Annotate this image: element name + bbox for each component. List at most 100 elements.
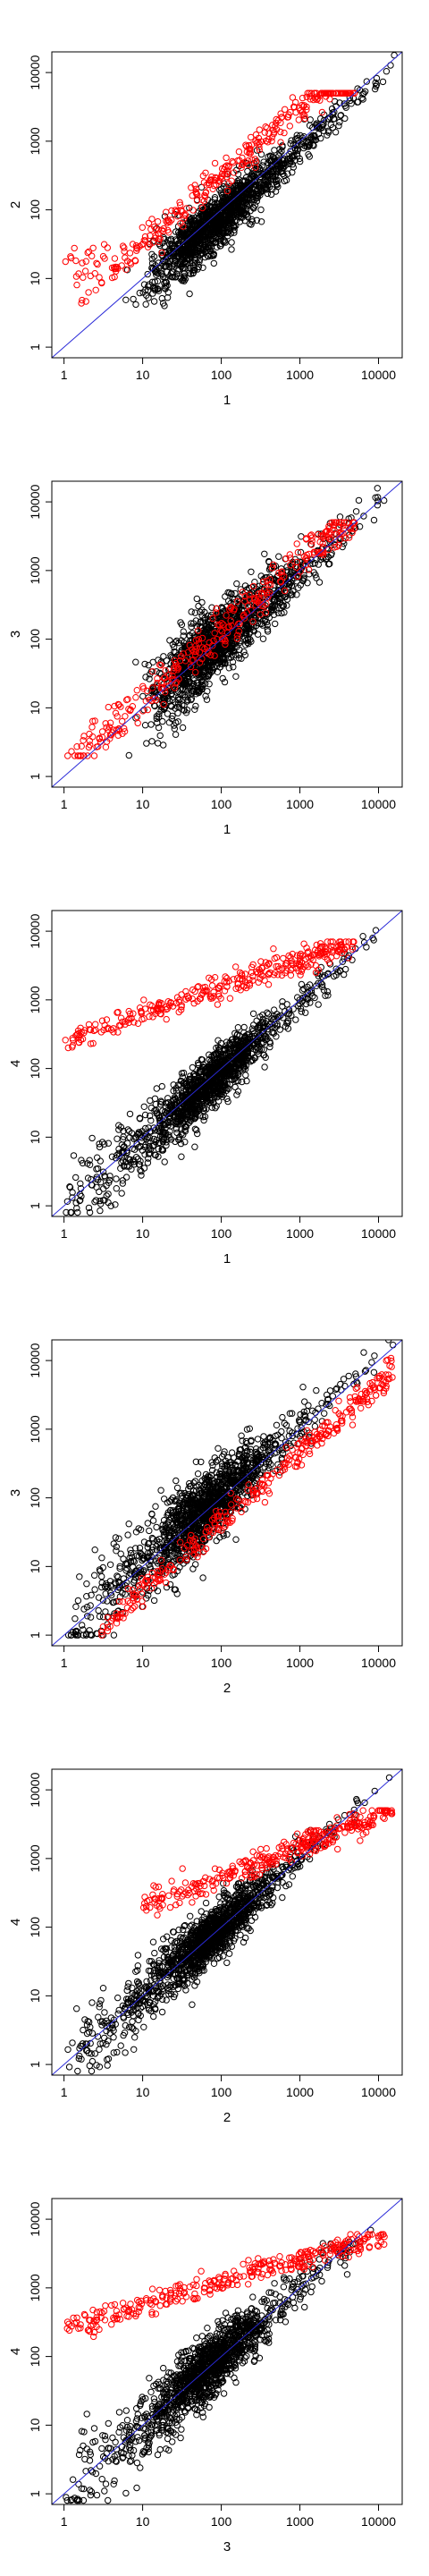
data-point: [282, 1008, 289, 1015]
highlight-point: [71, 752, 79, 759]
data-point: [144, 270, 151, 278]
x-axis-label: 1: [223, 393, 231, 408]
data-point: [160, 234, 167, 242]
y-tick-label: 1000: [28, 556, 42, 584]
data-point: [182, 1115, 190, 1123]
data-point: [188, 253, 195, 261]
data-point: [311, 994, 318, 1002]
data-point: [229, 648, 236, 656]
data-point: [153, 1085, 161, 1092]
data-point: [257, 150, 265, 158]
data-point: [238, 655, 245, 662]
data-point: [198, 242, 206, 249]
data-point: [325, 561, 332, 568]
data-point: [297, 548, 305, 556]
data-point: [254, 631, 262, 638]
data-point: [148, 738, 156, 745]
data-point: [309, 993, 316, 1000]
data-point: [157, 1097, 164, 1105]
data-point: [241, 1032, 248, 1040]
data-point: [261, 550, 268, 558]
data-point: [285, 583, 292, 590]
data-point: [226, 1080, 233, 1088]
data-point: [315, 979, 322, 987]
data-point: [324, 970, 332, 978]
data-point: [298, 1008, 305, 1015]
data-point: [136, 289, 144, 297]
data-point: [191, 1143, 198, 1150]
highlight-point: [102, 743, 110, 750]
data-point: [135, 1144, 142, 1151]
data-point: [195, 1084, 202, 1092]
data-point: [206, 1051, 213, 1058]
data-point: [164, 692, 171, 699]
data-point: [105, 1140, 113, 1147]
data-point: [317, 979, 324, 987]
data-point: [195, 1059, 202, 1067]
data-point: [118, 1190, 125, 1197]
data-point: [160, 1136, 168, 1143]
data-point: [163, 1141, 170, 1149]
highlight-point: [87, 272, 95, 280]
highlight-point: [218, 620, 225, 627]
highlight-point: [198, 204, 206, 212]
data-point: [215, 655, 223, 663]
data-point: [359, 933, 366, 940]
data-point: [63, 1208, 70, 1216]
highlight-point: [110, 264, 118, 271]
highlight-point: [112, 265, 120, 273]
highlight-point: [307, 93, 314, 100]
plot-frame: [51, 51, 403, 359]
data-point: [182, 709, 190, 716]
data-point: [235, 655, 242, 662]
data-point: [103, 1182, 110, 1190]
data-point: [245, 640, 252, 648]
y-tick-label: 1000: [28, 127, 42, 155]
data-point: [240, 1060, 247, 1067]
highlight-point: [314, 96, 321, 104]
data-point: [336, 967, 344, 974]
data-point: [225, 1085, 232, 1092]
highlight-point: [95, 742, 102, 750]
data-point: [341, 100, 348, 107]
data-point: [295, 584, 302, 591]
highlight-point: [243, 143, 250, 150]
data-point: [145, 1139, 152, 1146]
data-point: [84, 1160, 91, 1167]
highlight-point: [105, 703, 113, 711]
data-point: [192, 702, 199, 710]
highlight-point: [75, 270, 82, 277]
data-point: [146, 1134, 154, 1141]
highlight-point: [129, 241, 137, 248]
highlight-point: [222, 640, 229, 648]
highlight-point: [235, 148, 243, 156]
data-point: [201, 233, 208, 240]
data-point: [271, 1006, 278, 1013]
data-point: [126, 1110, 134, 1118]
data-point: [292, 142, 299, 149]
data-point: [187, 1079, 194, 1086]
highlight-point: [346, 534, 353, 541]
data-point: [273, 606, 280, 614]
data-point: [206, 663, 214, 671]
data-point: [235, 211, 242, 218]
highlight-point: [295, 116, 302, 123]
data-point: [268, 1014, 275, 1022]
highlight-point: [207, 651, 214, 659]
data-point: [290, 164, 297, 171]
data-point: [128, 1165, 135, 1173]
data-point: [63, 1198, 72, 1205]
data-point: [257, 1046, 265, 1054]
highlight-point: [310, 96, 317, 104]
highlight-point: [349, 529, 356, 537]
data-point: [72, 1199, 80, 1207]
data-point: [184, 657, 192, 664]
data-point: [137, 1157, 144, 1165]
highlight-point: [330, 522, 337, 530]
highlight-point: [141, 237, 149, 244]
data-point: [140, 1103, 148, 1110]
data-point: [274, 609, 282, 617]
data-point: [181, 691, 189, 699]
highlight-point: [148, 684, 156, 691]
data-point: [257, 1022, 264, 1030]
